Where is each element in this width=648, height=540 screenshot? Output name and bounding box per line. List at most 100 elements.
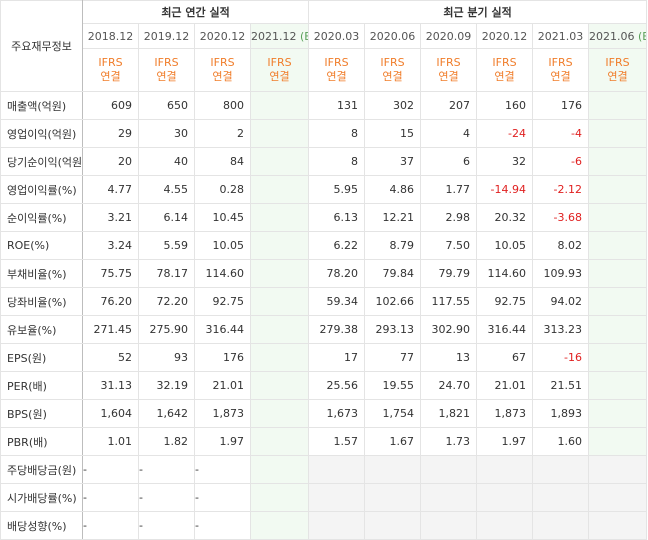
table-cell	[532, 483, 590, 512]
table-row: 매출액(억원) 609 650 800 131 302 207 160 176	[0, 91, 648, 120]
table-cell: 316.44	[194, 315, 251, 344]
row-label: PBR(배)	[0, 427, 83, 456]
table-cell	[364, 483, 422, 512]
table-row: 당기순이익(억원) 20 40 84 8 37 6 32 -6	[0, 147, 648, 176]
period-header: 2020.03	[308, 23, 366, 49]
table-cell: 1,893	[532, 399, 590, 428]
ifrs-badge: IFRS 연결	[308, 48, 366, 92]
period-header: 2019.12	[138, 23, 195, 49]
table-cell: 800	[194, 91, 251, 120]
ifrs-badge: IFRS 연결	[364, 48, 422, 92]
table-cell: 12.21	[364, 203, 422, 232]
table-cell: 29	[82, 119, 139, 148]
table-cell	[476, 511, 534, 540]
table-cell: 8	[308, 119, 366, 148]
table-row: 배당성향(%) - - -	[0, 511, 648, 540]
table-cell	[249, 175, 310, 204]
table-cell: 302	[364, 91, 422, 120]
row-label: 순이익률(%)	[0, 203, 83, 232]
table-cell: 13	[420, 343, 478, 372]
table-cell: 93	[138, 343, 195, 372]
table-cell: 72.20	[138, 287, 195, 316]
table-cell: -2.12	[532, 175, 590, 204]
table-cell	[588, 455, 648, 484]
table-cell: 1.77	[420, 175, 478, 204]
table-row: 시가배당률(%) - - -	[0, 483, 648, 512]
table-cell: 279.38	[308, 315, 366, 344]
row-label-header: 주요재무정보	[0, 0, 83, 92]
table-cell: 1.60	[532, 427, 590, 456]
table-cell: 37	[364, 147, 422, 176]
table-cell: 316.44	[476, 315, 534, 344]
table-cell	[588, 511, 648, 540]
table-cell: 78.20	[308, 259, 366, 288]
table-cell: -	[82, 483, 139, 512]
estimate-mark: (E)	[638, 29, 646, 43]
row-label: BPS(원)	[0, 399, 83, 428]
table-row: 순이익률(%) 3.21 6.14 10.45 6.13 12.21 2.98 20.32 -3…	[0, 203, 648, 232]
ifrs-badge: IFRS 연결	[476, 48, 534, 92]
table-cell	[249, 511, 310, 540]
table-cell	[249, 203, 310, 232]
table-cell: 131	[308, 91, 366, 120]
table-cell: 176	[532, 91, 590, 120]
table-cell: 21.01	[476, 371, 534, 400]
table-cell: 77	[364, 343, 422, 372]
table-cell: 160	[476, 91, 534, 120]
table-row: ROE(%) 3.24 5.59 10.05 6.22 8.79 7.50 10.05 8.02	[0, 231, 648, 260]
ifrs-header-row: IFRS 연결 IFRS 연결 IFRS 연결 IFRS 연결 IFRS 연결 IFRS 연결 IFRS…	[1, 48, 648, 92]
estimate-mark: (E)	[300, 29, 308, 43]
table-cell	[249, 427, 310, 456]
table-cell: 5.59	[138, 231, 195, 260]
table-cell	[249, 455, 310, 484]
table-cell: 15	[364, 119, 422, 148]
table-cell: 1.01	[82, 427, 139, 456]
table-cell	[249, 231, 310, 260]
ifrs-badge: IFRS 연결	[420, 48, 478, 92]
table-cell	[249, 91, 310, 120]
table-cell: 20	[82, 147, 139, 176]
table-row: PBR(배) 1.01 1.82 1.97 1.57 1.67 1.73 1.97 1.60	[0, 427, 648, 456]
table-cell	[420, 511, 478, 540]
table-cell: -24	[476, 119, 534, 148]
table-cell	[420, 483, 478, 512]
table-cell: -4	[532, 119, 590, 148]
table-cell: 94.02	[532, 287, 590, 316]
table-cell: 92.75	[476, 287, 534, 316]
table-row: 영업이익률(%) 4.77 4.55 0.28 5.95 4.86 1.77 -14.94 -2…	[0, 175, 648, 204]
table-row: 영업이익(억원) 29 30 2 8 15 4 -24 -4	[0, 119, 648, 148]
table-cell: -	[82, 455, 139, 484]
table-cell: 102.66	[364, 287, 422, 316]
table-cell	[588, 119, 648, 148]
row-label: 영업이익률(%)	[0, 175, 83, 204]
table-cell: 1.97	[194, 427, 251, 456]
table-cell: 6.22	[308, 231, 366, 260]
table-cell	[249, 259, 310, 288]
row-label: 부채비율(%)	[0, 259, 83, 288]
table-cell	[364, 511, 422, 540]
table-cell: 6.14	[138, 203, 195, 232]
table-row: EPS(원) 52 93 176 17 77 13 67 -16	[0, 343, 648, 372]
row-label: ROE(%)	[0, 231, 83, 260]
table-cell: 1,604	[82, 399, 139, 428]
period-header: 2021.06 (E)	[588, 23, 648, 49]
table-cell: 24.70	[420, 371, 478, 400]
table-row: PER(배) 31.13 32.19 21.01 25.56 19.55 24.70 21.0…	[0, 371, 648, 400]
annual-title: 최근 연간 실적	[81, 0, 310, 24]
table-cell: 8.02	[532, 231, 590, 260]
period-header: 2020.06	[364, 23, 422, 49]
table-cell: 19.55	[364, 371, 422, 400]
table-cell	[249, 147, 310, 176]
table-cell: 21.01	[194, 371, 251, 400]
table-cell	[249, 315, 310, 344]
period-header: 2020.09	[420, 23, 478, 49]
table-cell: 8.79	[364, 231, 422, 260]
ifrs-badge: IFRS 연결	[138, 48, 195, 92]
table-cell	[588, 315, 648, 344]
table-cell: 6	[420, 147, 478, 176]
table-cell	[420, 455, 478, 484]
table-cell: 176	[194, 343, 251, 372]
table-cell	[249, 399, 310, 428]
table-cell: 6.13	[308, 203, 366, 232]
